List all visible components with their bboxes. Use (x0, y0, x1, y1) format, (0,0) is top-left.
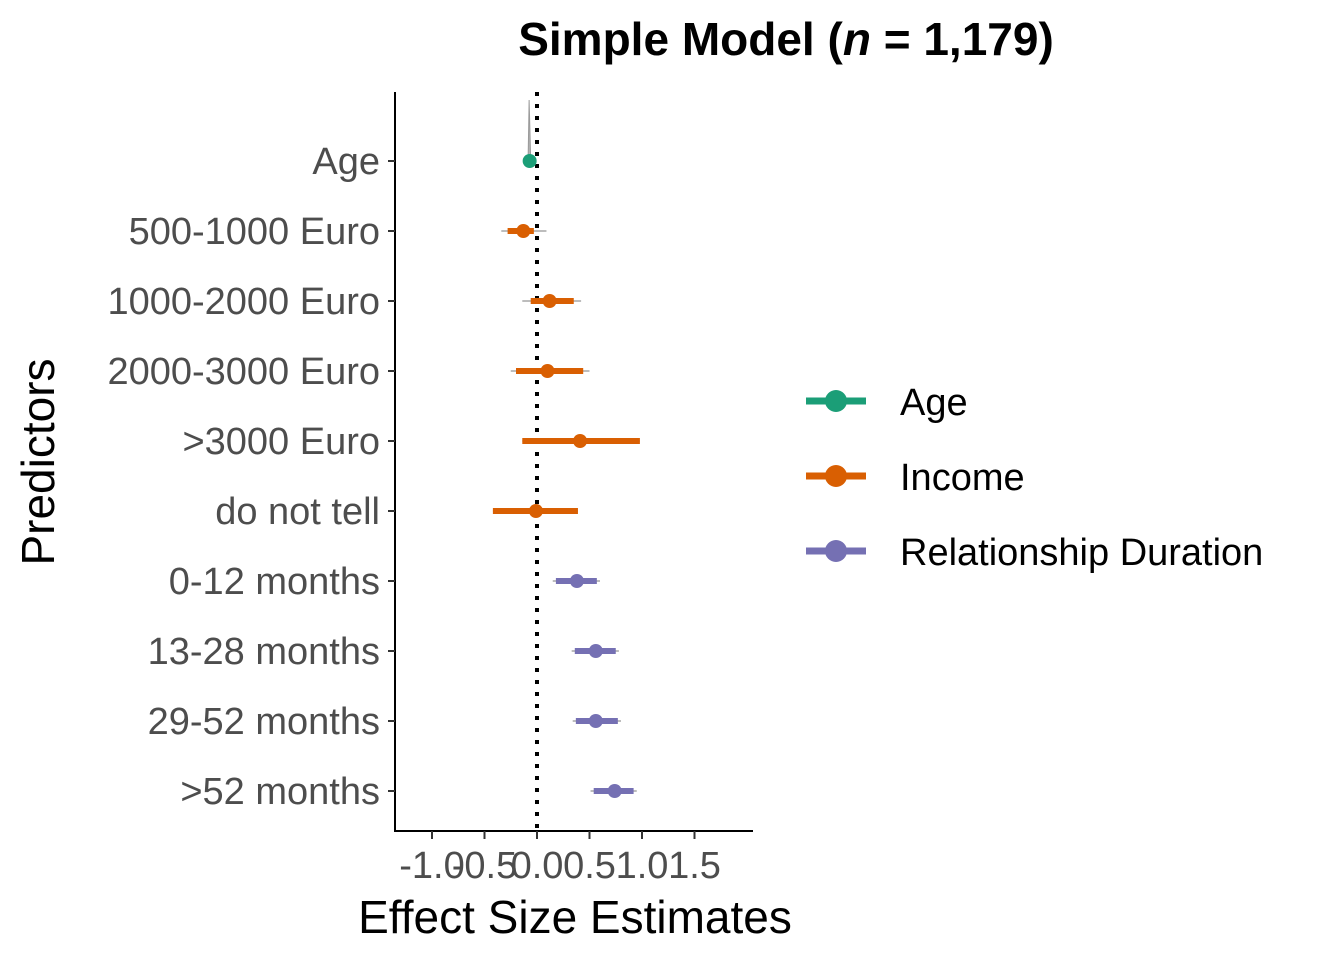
legend-label-age: Age (900, 382, 968, 424)
ytick-label-age: Age (312, 141, 380, 183)
legend-swatch-point-relationship-duration (825, 540, 847, 562)
ytick-label-500-1000-euro: 500-1000 Euro (129, 211, 380, 253)
chart-title-part-1: Simple Model ( (518, 13, 843, 65)
ytick-label-13-28-months: 13-28 months (148, 631, 380, 673)
xtick-label-1: -0.5 (452, 845, 517, 887)
ytick-label-29-52-months: 29-52 months (148, 701, 380, 743)
xtick-label-5: 1.5 (668, 845, 721, 887)
point-estimate-3000-euro (573, 434, 588, 448)
x-axis-ticks: -1.0-0.50.0 0.5 1.0 1.5 (399, 831, 721, 887)
legend-item-income: Income (806, 457, 1025, 499)
ytick-label-1000-2000-euro: 1000-2000 Euro (107, 281, 380, 323)
point-estimate-500-1000-euro (516, 224, 531, 238)
point-estimate-0-12-months (569, 574, 584, 588)
chart-title: Simple Model (n = 1,179) (518, 13, 1054, 65)
y-axis-title: Predictors (12, 358, 64, 565)
chart-title-part-3: = 1,179) (871, 13, 1054, 65)
ytick-label-do-not-tell: do not tell (215, 491, 380, 533)
point-estimate-1000-2000-euro (542, 294, 557, 308)
xtick-label-4: 1.0 (616, 845, 669, 887)
point-estimate-29-52-months (588, 714, 603, 728)
ytick-label-3000-euro: >3000 Euro (182, 421, 380, 463)
legend-label-income: Income (900, 457, 1025, 499)
x-axis-title: Effect Size Estimates (358, 891, 792, 943)
xtick-label-3: 0.5 (563, 845, 616, 887)
xtick-label-2: 0.0 (511, 845, 564, 887)
point-estimate-52-months (607, 784, 622, 798)
legend: Age Income Relationship Duration (806, 382, 1263, 574)
point-estimate-2000-3000-euro (540, 364, 555, 378)
legend-item-age: Age (806, 382, 968, 424)
point-estimate-13-28-months (588, 644, 603, 658)
ytick-label-2000-3000-euro: 2000-3000 Euro (107, 351, 380, 393)
ytick-label-52-months: >52 months (180, 771, 380, 813)
legend-swatch-point-income (825, 465, 847, 487)
legend-label-relationship-duration: Relationship Duration (900, 532, 1263, 574)
y-axis-ticks: Age 500-1000 Euro 1000-2000 Euro 2000-3000 … (107, 141, 395, 813)
plot-area (492, 92, 640, 831)
legend-swatch-point-age (825, 390, 847, 412)
point-estimate-do-not-tell (528, 504, 543, 518)
age-distribution-trace (527, 99, 532, 162)
chart-title-part-2: n (843, 13, 871, 65)
ytick-label-0-12-months: 0-12 months (169, 561, 380, 603)
legend-item-relationship-duration: Relationship Duration (806, 532, 1263, 574)
point-estimate-age (522, 154, 537, 168)
xtick-label-0: -1.0 (399, 845, 464, 887)
